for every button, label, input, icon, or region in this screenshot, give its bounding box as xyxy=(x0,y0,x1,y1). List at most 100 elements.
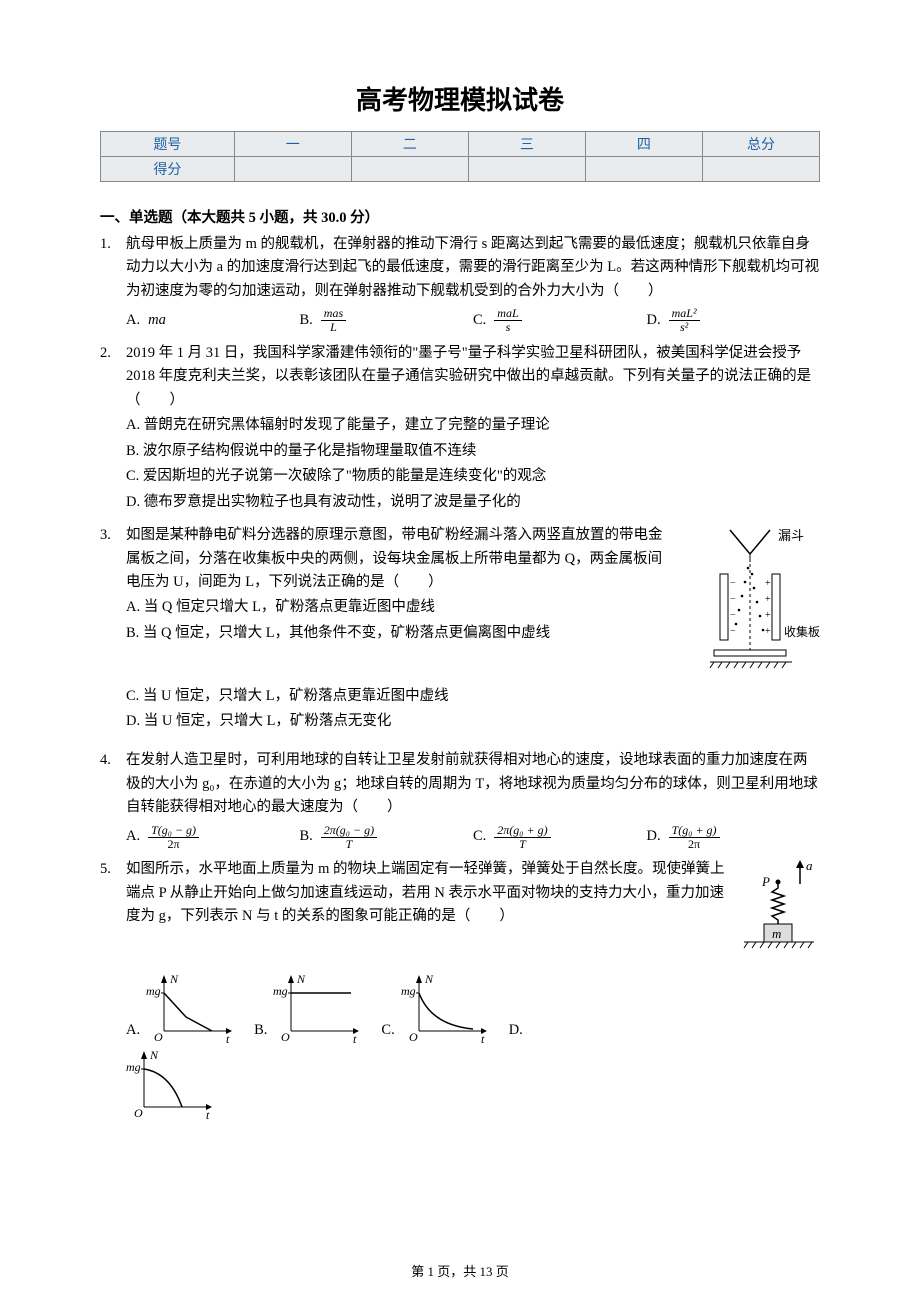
svg-text:+: + xyxy=(765,610,771,621)
q2-opt-a: A. 普朗克在研究黑体辐射时发现了能量子，建立了完整的量子理论 xyxy=(126,414,820,437)
q3-text-area: 如图是某种静电矿料分选器的原理示意图，带电矿粉经漏斗落入两竖直放置的带电金属板之… xyxy=(126,524,672,682)
q4-opt-c: C. 2π(g₀ + g) T xyxy=(473,824,647,850)
opt-label: D. xyxy=(509,1019,523,1042)
q3-opt-b: B. 当 Q 恒定，只增大 L，其他条件不变，矿粉落点更偏离图中虚线 xyxy=(126,622,672,645)
fraction: 2π(g₀ + g) T xyxy=(494,824,550,850)
opt-label: A. xyxy=(126,1019,140,1042)
q4-number: 4. xyxy=(100,749,126,850)
opt-label: B. xyxy=(300,825,313,848)
th-total: 总分 xyxy=(702,132,819,157)
q5-text: 如图所示，水平地面上质量为 m 的物块上端固定有一轻弹簧，弹簧处于自然长度。现使… xyxy=(126,858,726,966)
svg-text:−: − xyxy=(730,594,736,605)
section-heading: 一、单选题（本大题共 5 小题，共 30.0 分） xyxy=(100,206,820,227)
svg-text:+: + xyxy=(765,626,771,637)
funnel-label: 漏斗 xyxy=(778,528,804,543)
question-5: 5. 如图所示，水平地面上质量为 m 的物块上端固定有一轻弹簧，弹簧处于自然长度… xyxy=(100,858,820,1118)
frac-den: s² xyxy=(669,321,700,334)
td-4 xyxy=(585,157,702,182)
x-label: t xyxy=(206,1108,210,1119)
q4-text: 在发射人造卫星时，可利用地球的自转让卫星发射前就获得相对地心的速度，设地球表面的… xyxy=(126,749,820,819)
td-total xyxy=(702,157,819,182)
mg-label: mg xyxy=(146,984,161,998)
q2-text: 2019 年 1 月 31 日，我国科学家潘建伟领衔的"墨子号"量子科学实验卫星… xyxy=(126,342,820,412)
fraction: maL s xyxy=(494,307,521,333)
o-label: O xyxy=(281,1030,290,1043)
separator-diagram-icon: 漏斗 −−−− xyxy=(680,524,820,674)
q2-options: A. 普朗克在研究黑体辐射时发现了能量子，建立了完整的量子理论 B. 波尔原子结… xyxy=(126,414,820,514)
page: 高考物理模拟试卷 题号 一 二 三 四 总分 得分 一、单选题（本大题共 5 小… xyxy=(0,0,920,1302)
td-2 xyxy=(351,157,468,182)
th-4: 四 xyxy=(585,132,702,157)
opt-label: B. xyxy=(254,1019,267,1042)
q2-opt-c: C. 爱因斯坦的光子说第一次破除了"物质的能量是连续变化"的观念 xyxy=(126,465,820,488)
fraction: 2π(g₀ − g) T xyxy=(321,824,377,850)
q3-opt-c: C. 当 U 恒定，只增大 L，矿粉落点更靠近图中虚线 xyxy=(126,685,820,708)
opt-label: B. xyxy=(300,309,313,332)
opt-label: C. xyxy=(473,825,486,848)
mg-label: mg xyxy=(273,984,288,998)
opt-label: C. xyxy=(381,1019,394,1042)
opt-label: D. xyxy=(647,825,661,848)
opt-value: ma xyxy=(148,309,166,332)
frac-num: mas xyxy=(321,307,346,321)
frac-num: T(g₀ − g) xyxy=(148,824,199,838)
th-num: 题号 xyxy=(101,132,235,157)
mg-label: mg xyxy=(401,984,416,998)
page-footer: 第 1 页，共 13 页 xyxy=(0,1261,920,1280)
frac-num: 2π(g₀ − g) xyxy=(321,824,377,838)
o-label: O xyxy=(154,1030,163,1043)
td-1 xyxy=(234,157,351,182)
q5-opt-d-graph: N t O mg xyxy=(126,1049,216,1119)
frac-den: T xyxy=(321,838,377,851)
o-label: O xyxy=(409,1030,418,1043)
q3-figure: 漏斗 −−−− xyxy=(680,524,820,682)
graph-c-icon: N t O mg xyxy=(401,973,491,1043)
fraction: T(g₀ + g) 2π xyxy=(669,824,720,850)
question-1: 1. 航母甲板上质量为 m 的舰载机，在弹射器的推动下滑行 s 距离达到起飞需要… xyxy=(100,233,820,334)
q5-opt-d: D. xyxy=(509,1019,525,1042)
y-label: N xyxy=(149,1049,159,1062)
q5-content: 如图所示，水平地面上质量为 m 的物块上端固定有一轻弹簧，弹簧处于自然长度。现使… xyxy=(126,858,820,966)
q5-opt-c: C. N t O mg xyxy=(381,973,490,1043)
table-row: 得分 xyxy=(101,157,820,182)
frac-num: maL² xyxy=(669,307,700,321)
collector-label: 收集板 xyxy=(784,624,820,639)
fraction: T(g₀ − g) 2π xyxy=(148,824,199,850)
y-label: N xyxy=(424,973,434,986)
graph-b-icon: N t O mg xyxy=(273,973,363,1043)
q3-number: 3. xyxy=(100,524,126,735)
th-2: 二 xyxy=(351,132,468,157)
q2-opt-d: D. 德布罗意提出实物粒子也具有波动性，说明了波是量子化的 xyxy=(126,491,820,514)
a-label: a xyxy=(806,858,813,873)
q4-body: 在发射人造卫星时，可利用地球的自转让卫星发射前就获得相对地心的速度，设地球表面的… xyxy=(126,749,820,850)
score-table: 题号 一 二 三 四 总分 得分 xyxy=(100,131,820,182)
frac-den: T xyxy=(494,838,550,851)
m-label: m xyxy=(772,926,781,941)
opt-label: D. xyxy=(647,309,661,332)
table-row: 题号 一 二 三 四 总分 xyxy=(101,132,820,157)
q1-opt-d: D. maL² s² xyxy=(647,307,821,333)
graph-a-icon: N t O mg xyxy=(146,973,236,1043)
q5-body: 如图所示，水平地面上质量为 m 的物块上端固定有一轻弹簧，弹簧处于自然长度。现使… xyxy=(126,858,820,1118)
q3-options: A. 当 Q 恒定只增大 L，矿粉落点更靠近图中虚线 B. 当 Q 恒定，只增大… xyxy=(126,596,672,645)
svg-text:−: − xyxy=(730,626,736,637)
q1-opt-c: C. maL s xyxy=(473,307,647,333)
th-1: 一 xyxy=(234,132,351,157)
question-3: 3. 如图是某种静电矿料分选器的原理示意图，带电矿粉经漏斗落入两竖直放置的带电金… xyxy=(100,524,820,735)
svg-text:+: + xyxy=(765,594,771,605)
q1-options: A. ma B. mas L C. maL s xyxy=(126,307,820,333)
td-3 xyxy=(468,157,585,182)
fraction: maL² s² xyxy=(669,307,700,333)
paper-title: 高考物理模拟试卷 xyxy=(100,80,820,117)
q1-opt-a: A. ma xyxy=(126,307,300,333)
svg-text:+: + xyxy=(765,578,771,589)
frac-den: L xyxy=(321,321,346,334)
q5-opt-b: B. N t O mg xyxy=(254,973,363,1043)
frac-num: 2π(g₀ + g) xyxy=(494,824,550,838)
y-label: N xyxy=(169,973,179,986)
question-2: 2. 2019 年 1 月 31 日，我国科学家潘建伟领衔的"墨子号"量子科学实… xyxy=(100,342,820,516)
graph-d-icon: N t O mg xyxy=(126,1049,216,1119)
opt-label: A. xyxy=(126,825,140,848)
q4-opt-a: A. T(g₀ − g) 2π xyxy=(126,824,300,850)
q1-text: 航母甲板上质量为 m 的舰载机，在弹射器的推动下滑行 s 距离达到起飞需要的最低… xyxy=(126,233,820,303)
